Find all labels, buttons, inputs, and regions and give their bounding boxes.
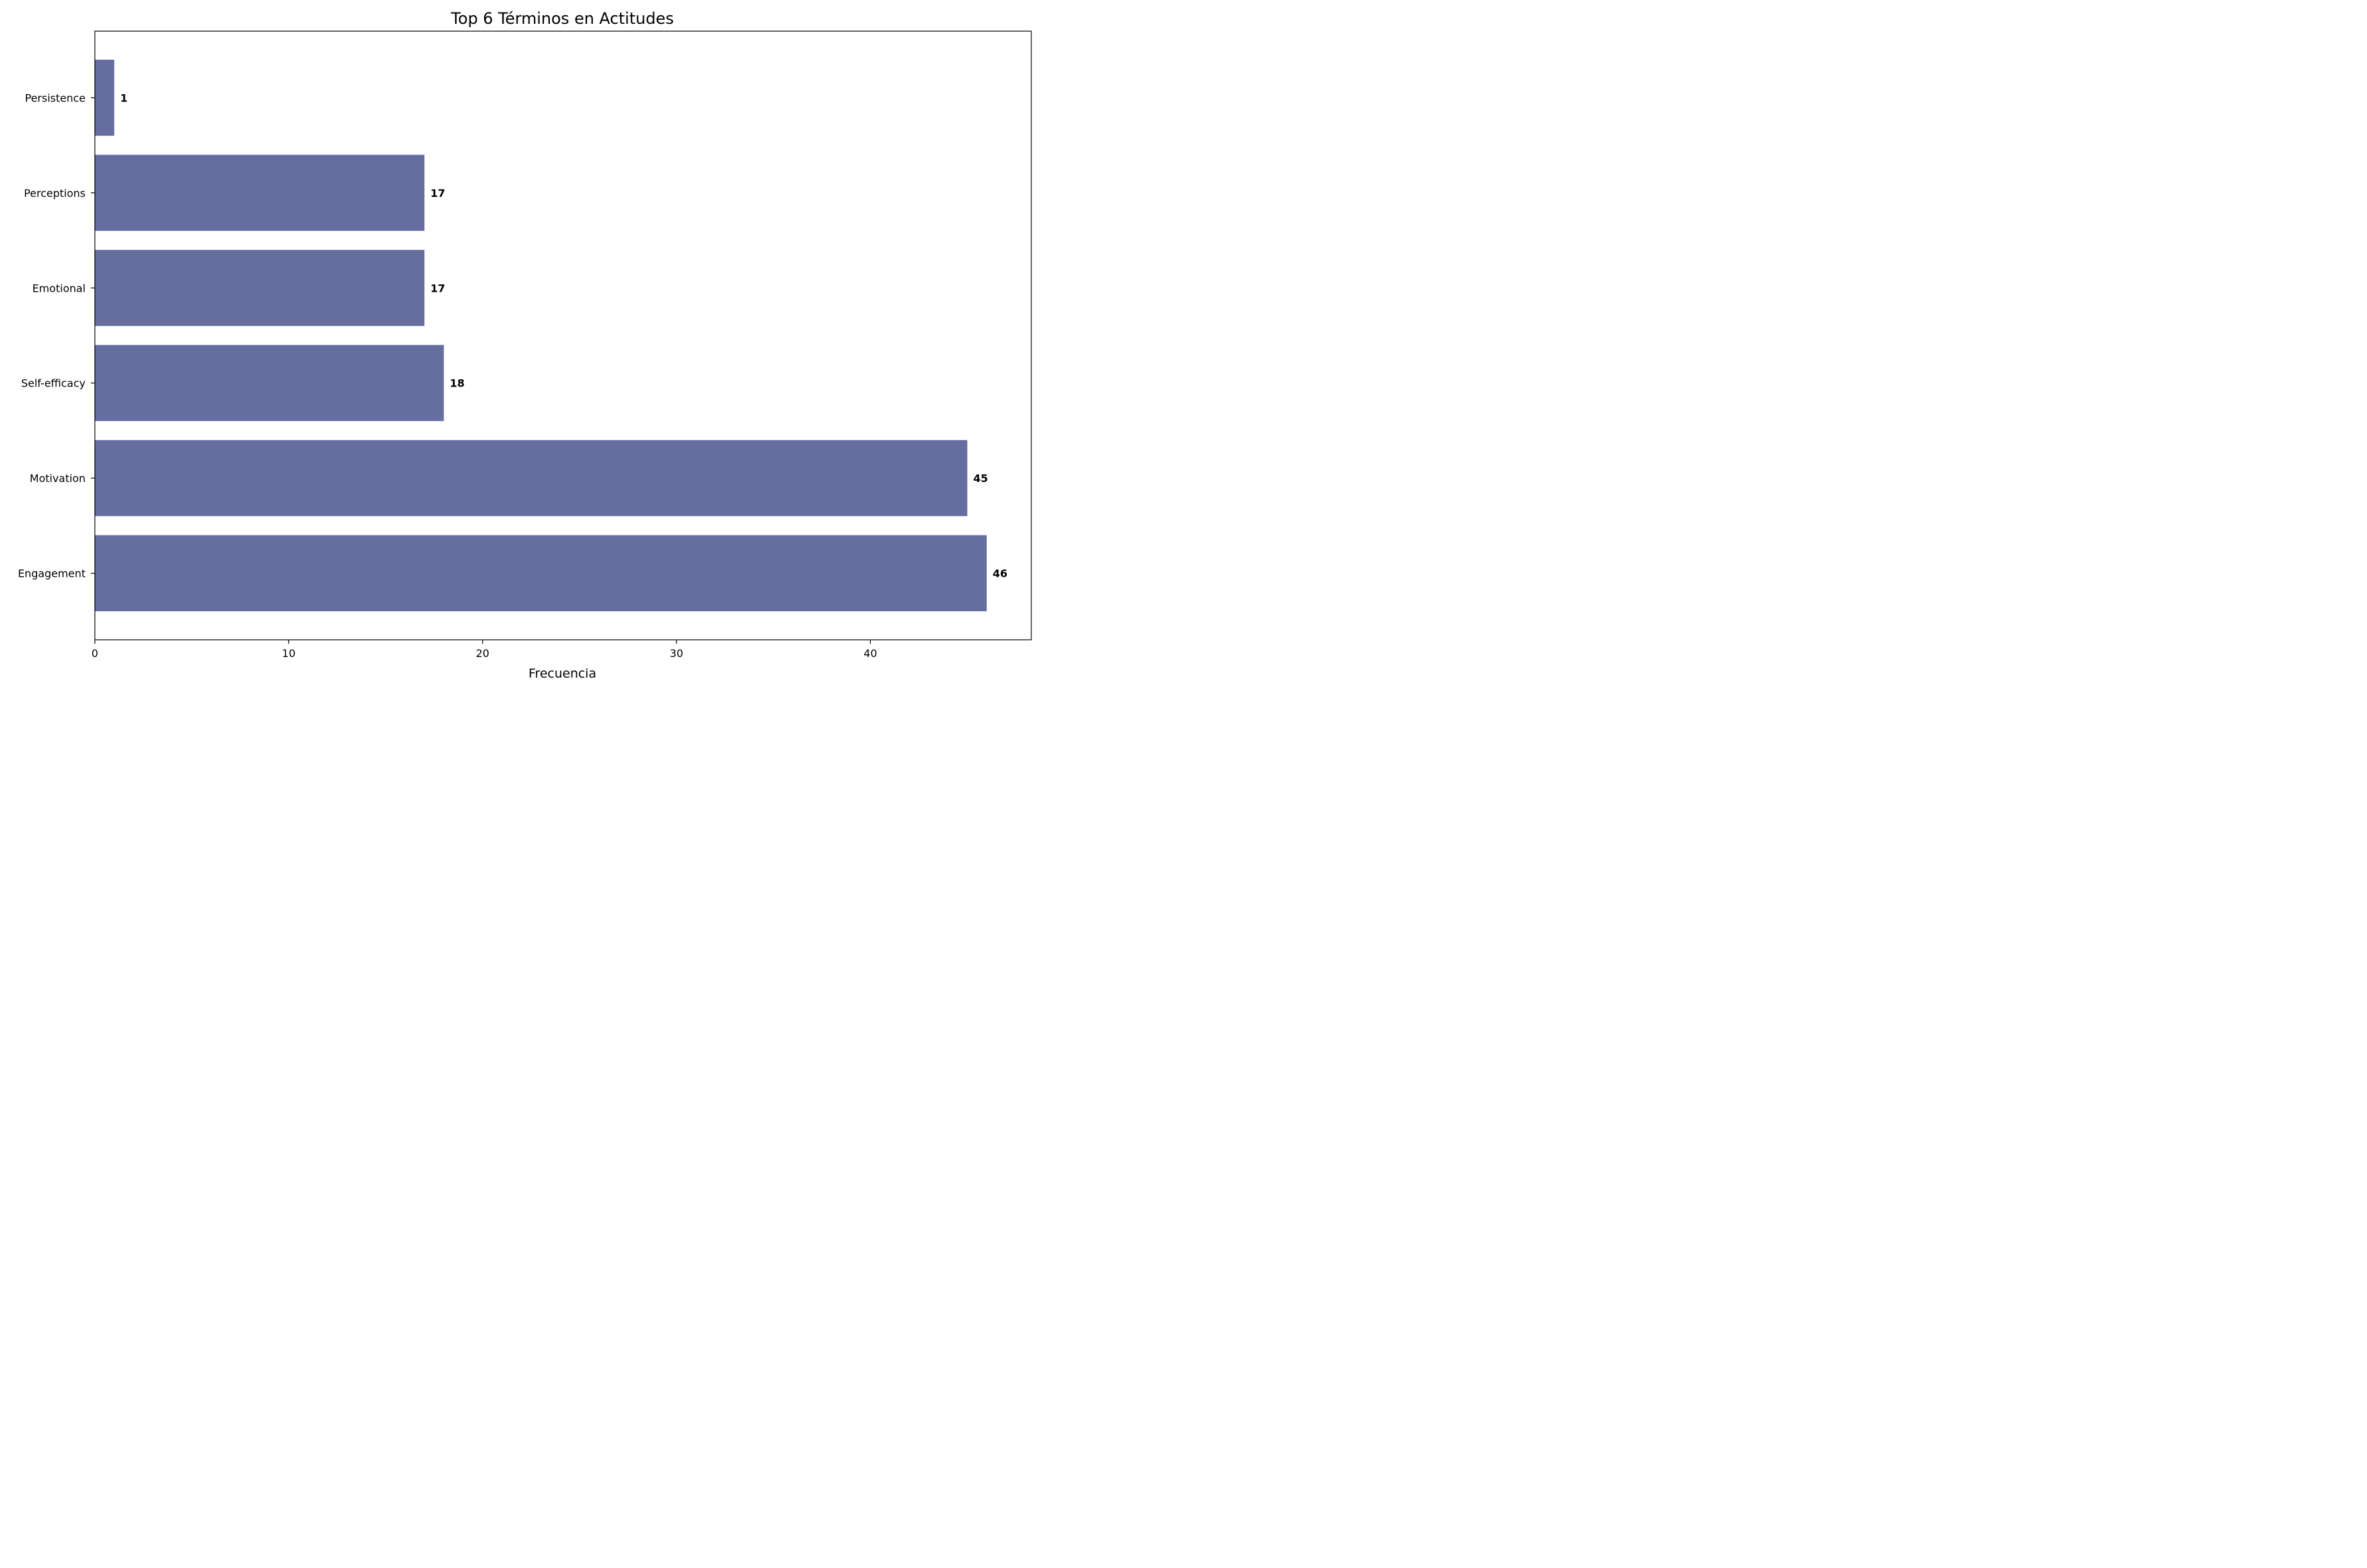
x-tick-label-0: 0 <box>92 647 98 660</box>
y-tick-label-perceptions: Perceptions <box>24 187 86 200</box>
data-label-motivation: 45 <box>974 472 988 485</box>
plot-frame <box>94 30 1032 640</box>
x-axis: 0 10 20 30 40 <box>92 640 877 660</box>
bar-persistence <box>95 60 115 136</box>
x-tick-label-30: 30 <box>670 647 683 660</box>
data-label-emotional: 17 <box>430 282 445 294</box>
y-tick-label-motivation: Motivation <box>30 472 86 485</box>
data-label-self-efficacy: 18 <box>450 377 464 390</box>
x-tick-label-40: 40 <box>864 647 877 660</box>
chart-container: Top 6 Términos en Actitudes 46 45 18 17 17 1 … <box>0 0 1041 690</box>
y-tick-label-engagement: Engagement <box>18 568 86 580</box>
bars-layer <box>95 60 987 611</box>
bar-self-efficacy <box>95 345 444 422</box>
data-label-engagement: 46 <box>993 568 1007 580</box>
bar-emotional <box>95 249 424 326</box>
y-tick-label-self-efficacy: Self-efficacy <box>21 377 86 390</box>
bar-motivation <box>95 440 968 516</box>
bar-perceptions <box>95 154 424 231</box>
data-label-perceptions: 17 <box>430 187 445 200</box>
y-tick-label-emotional: Emotional <box>32 282 86 294</box>
data-label-persistence: 1 <box>120 91 127 104</box>
bar-engagement <box>95 535 987 611</box>
x-axis-label: Frecuencia <box>529 666 596 681</box>
x-tick-label-20: 20 <box>476 647 489 660</box>
x-tick-label-10: 10 <box>282 647 295 660</box>
chart-title: Top 6 Términos en Actitudes <box>450 9 674 28</box>
data-labels-layer: 46 45 18 17 17 1 <box>120 91 1007 579</box>
bar-chart: Top 6 Términos en Actitudes 46451817171 … <box>18 9 1032 681</box>
y-tick-label-persistence: Persistence <box>25 91 86 104</box>
y-axis: Engagement Motivation Self-efficacy Emotion… <box>18 91 95 580</box>
